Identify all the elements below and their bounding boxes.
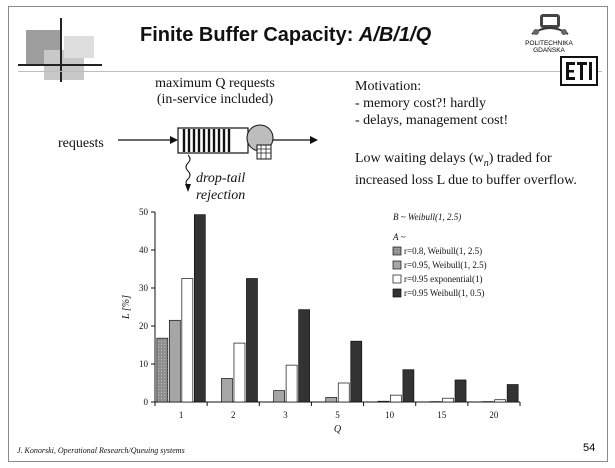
motivation-bullet: - memory cost?! hardly (355, 96, 487, 111)
y-tick-label: 50 (139, 207, 149, 217)
bar (298, 309, 310, 403)
bar (350, 340, 363, 403)
x-tick-label: 2 (231, 410, 236, 420)
bar (246, 278, 258, 403)
drop-tail-label: drop-tail rejection (196, 171, 246, 203)
legend-entry: r=0.95, Weibull(1, 2.5) (404, 260, 487, 270)
y-tick-label: 10 (139, 359, 149, 369)
legend-swatch (392, 274, 402, 284)
page-number: 54 (583, 442, 596, 454)
buffer-size-label: maximum Q requests (in-service included) (155, 76, 275, 107)
x-tick-label: 10 (385, 410, 395, 420)
legend-swatch (392, 260, 402, 270)
bar (337, 382, 350, 403)
crest-logo-icon (531, 14, 569, 35)
bar (193, 214, 206, 403)
x-axis-label: Q (334, 424, 342, 435)
bar (402, 369, 415, 403)
y-tick-label: 30 (139, 283, 149, 293)
y-tick-label: 0 (144, 397, 149, 407)
x-tick-label: 20 (489, 410, 499, 420)
bar (377, 400, 390, 403)
footer-author: J. Konorski, Operational Research/Queuin… (17, 446, 185, 455)
bar (168, 319, 181, 403)
bar (156, 337, 169, 403)
logo-text: POLITECHNIKA GDAŃSKA (525, 40, 573, 54)
bar (181, 278, 194, 403)
motivation-bullet: - delays, management cost! (355, 113, 509, 128)
requests-label: requests (58, 136, 104, 151)
loss-bar-chart: 0 10 20 30 40 50 L [%] 1 2 3 5 10 15 20 Q B ~ Weibull(1… (121, 207, 521, 435)
slide-frame (8, 6, 608, 462)
bar (390, 394, 402, 403)
bar (221, 378, 233, 403)
y-axis-label: L [%] (121, 295, 132, 320)
y-tick-label: 40 (139, 245, 149, 255)
bar (454, 379, 467, 403)
x-tick-label: 1 (179, 410, 184, 420)
legend-header: B ~ Weibull(1, 2.5) (393, 212, 461, 222)
slide-title: Finite Buffer Capacity: A/B/1/Q (140, 24, 432, 46)
x-tick-label: 15 (437, 410, 447, 420)
drop-arrow (185, 154, 191, 186)
bar (285, 364, 298, 403)
x-tick-label: 3 (283, 410, 288, 420)
legend-entry: r=0.8, Weibull(1, 2.5) (404, 246, 482, 256)
legend-header: A ~ (392, 232, 406, 242)
eti-logo-icon (560, 56, 598, 86)
legend-swatch (392, 288, 402, 298)
motivation-heading: Motivation: (355, 79, 422, 94)
legend-swatch (392, 246, 402, 256)
bar (325, 397, 338, 403)
y-tick-label: 20 (139, 321, 149, 331)
queue-diagram (118, 124, 318, 192)
bar (494, 399, 507, 403)
bar (273, 390, 285, 403)
legend-entry: r=0.95 Weibull(1, 0.5) (404, 288, 484, 298)
x-tick-label: 5 (335, 410, 340, 420)
bar (442, 397, 454, 403)
bar (233, 342, 246, 403)
summary-text: Low waiting delays (wn) traded for incre… (355, 151, 577, 188)
bar (506, 384, 519, 403)
legend-entry: r=0.95 exponential(1) (404, 274, 483, 284)
motivation-block: Motivation: - memory cost?! hardly - del… (355, 78, 508, 129)
